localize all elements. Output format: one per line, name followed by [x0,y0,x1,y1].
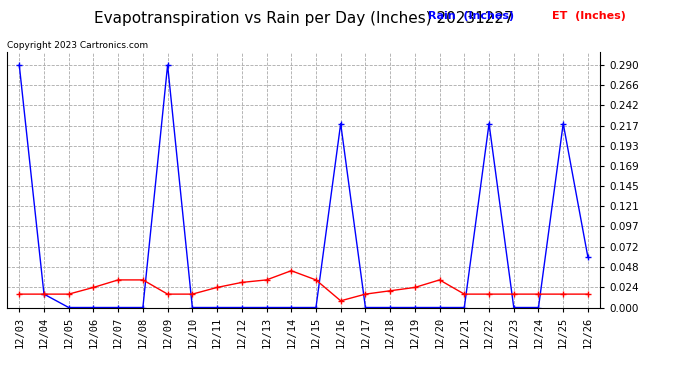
Text: Evapotranspiration vs Rain per Day (Inches) 20231227: Evapotranspiration vs Rain per Day (Inch… [94,11,513,26]
Text: ET  (Inches): ET (Inches) [552,11,626,21]
Text: Rain  (Inches): Rain (Inches) [428,11,514,21]
Text: Copyright 2023 Cartronics.com: Copyright 2023 Cartronics.com [7,41,148,50]
